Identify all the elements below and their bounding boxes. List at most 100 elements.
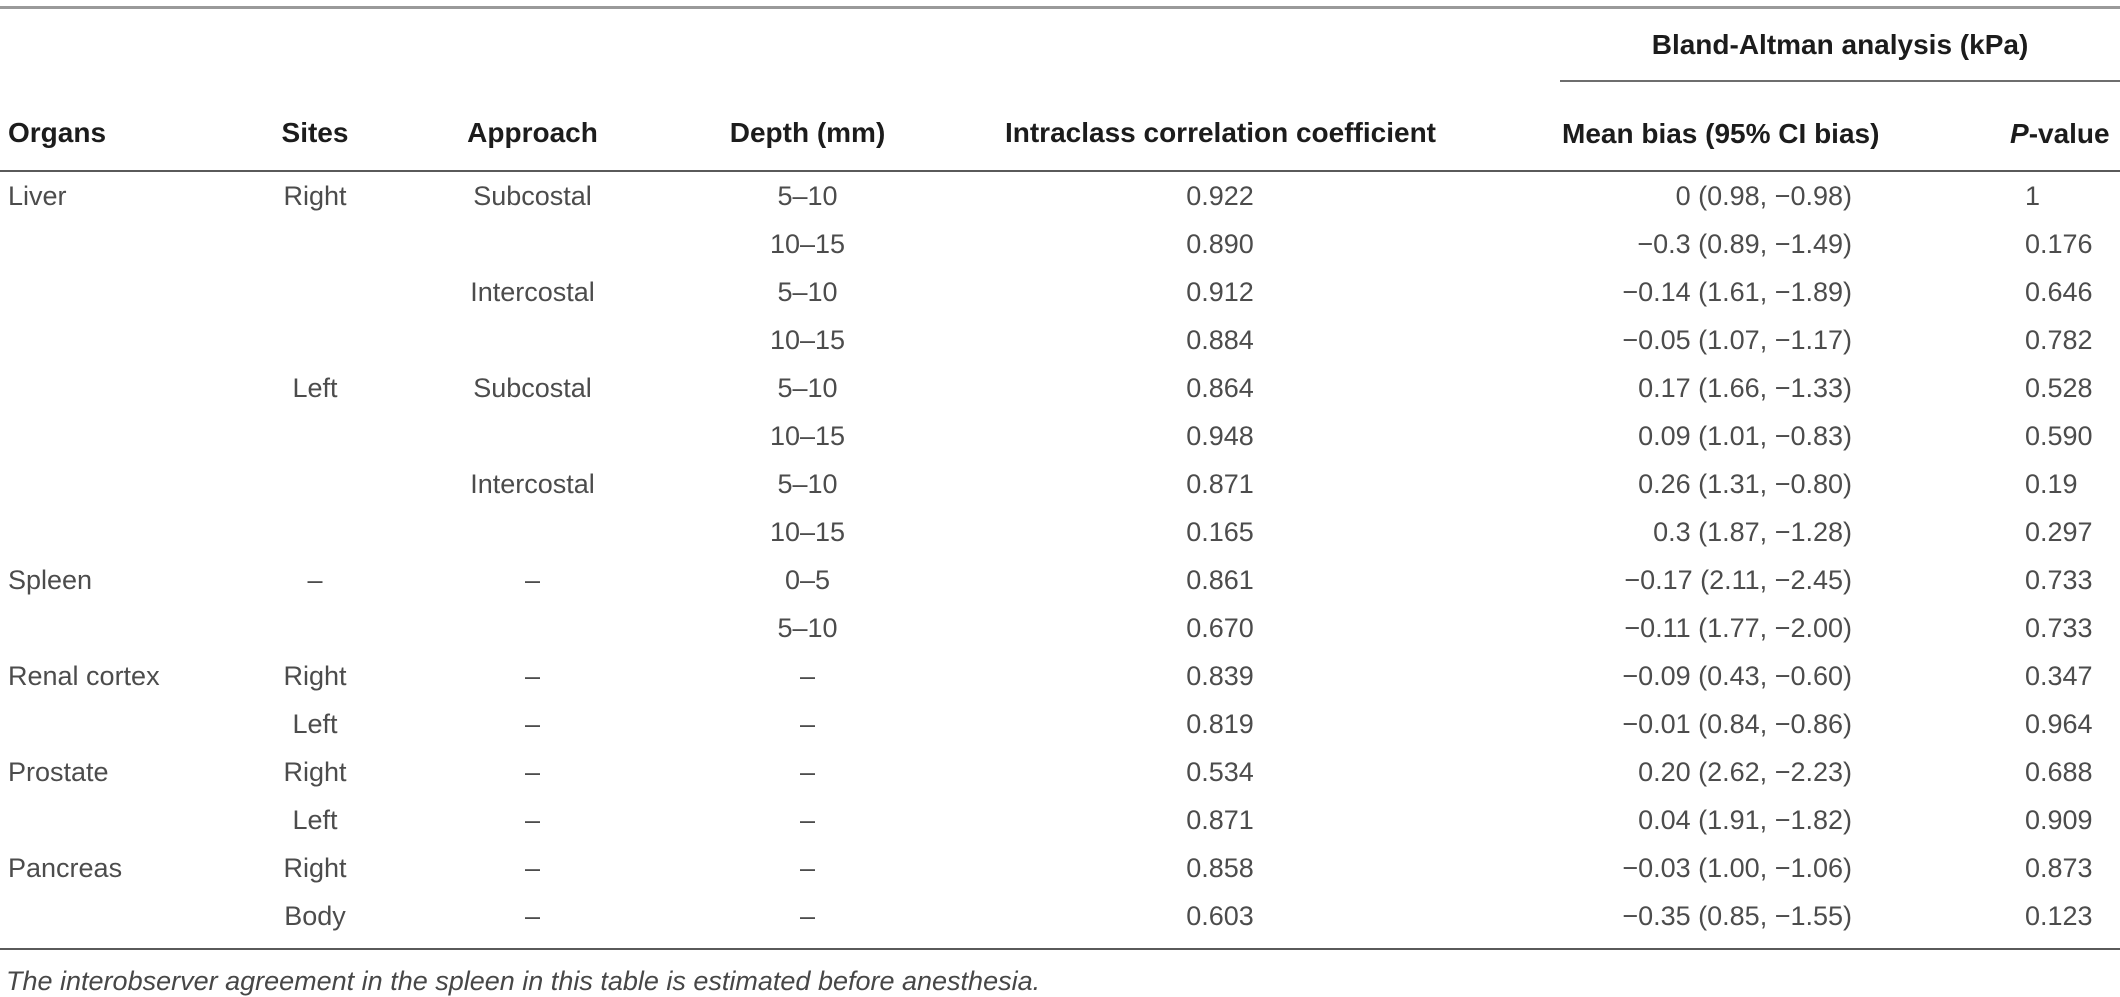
table-row: Left – – 0.819 −0.01 (0.84, −0.86) 0.964	[0, 700, 2120, 748]
table-row: 10–15 0.890 −0.3 (0.89, −1.49) 0.176	[0, 220, 2120, 268]
cell-approach: –	[375, 892, 690, 950]
cell-icc: 0.864	[1186, 372, 1254, 403]
cell-pvalue: 1	[2025, 180, 2041, 211]
cell-depth: –	[799, 660, 816, 691]
cell-organ	[0, 268, 255, 316]
column-header-approach: Approach	[375, 81, 690, 172]
cell-pvalue: 0.528	[2025, 372, 2093, 403]
column-header-organs: Organs	[0, 81, 255, 172]
cell-pvalue: 0.733	[2025, 564, 2093, 595]
cell-approach	[375, 220, 690, 268]
span-header-spacer	[0, 8, 1560, 82]
table-row: Renal cortex Right – – 0.839 −0.09 (0.43, −0.…	[0, 652, 2120, 700]
cell-organ	[0, 700, 255, 748]
table-row: 10–15 0.884 −0.05 (1.07, −1.17) 0.782	[0, 316, 2120, 364]
cell-approach: –	[524, 708, 541, 739]
cell-site	[255, 220, 375, 268]
cell-bias: 0.09 (1.01, −0.83)	[1638, 420, 1852, 451]
table-body: Liver Right Subcostal 5–10 0.922 0 (0.98, −0.…	[0, 171, 2120, 950]
cell-site: –	[307, 564, 323, 595]
cell-organ: Renal cortex	[8, 660, 160, 691]
cell-depth: 10–15	[769, 228, 846, 259]
cell-bias: −0.01 (0.84, −0.86)	[1622, 708, 1852, 739]
cell-organ	[0, 796, 255, 844]
cell-depth: –	[799, 852, 816, 883]
column-header-mean-bias: Mean bias (95% CI bias)	[1560, 81, 1879, 172]
table-row: Intercostal 5–10 0.912 −0.14 (1.61, −1.89) 0…	[0, 268, 2120, 316]
cell-site: Right	[283, 756, 347, 787]
cell-pvalue: 0.646	[2025, 276, 2093, 307]
cell-site: Right	[283, 852, 347, 883]
cell-pvalue: 0.19	[2025, 468, 2078, 499]
cell-icc: 0.871	[1186, 804, 1254, 835]
cell-bias: 0.26 (1.31, −0.80)	[1638, 468, 1852, 499]
cell-approach: –	[524, 852, 541, 883]
cell-depth: 10–15	[769, 420, 846, 451]
cell-pvalue: 0.347	[2025, 660, 2093, 691]
cell-icc: 0.819	[1186, 708, 1254, 739]
cell-pvalue: 0.123	[1870, 892, 2120, 950]
cell-bias: 0.3 (1.87, −1.28)	[1653, 516, 1852, 547]
cell-organ	[0, 364, 255, 412]
results-table: Bland-Altman analysis (kPa) Organs Sites…	[0, 6, 2120, 950]
cell-icc: 0.165	[1186, 516, 1254, 547]
cell-approach: –	[524, 804, 541, 835]
cell-site	[255, 460, 375, 508]
table-figure: Bland-Altman analysis (kPa) Organs Sites…	[0, 6, 2120, 996]
cell-bias: 0.20 (2.62, −2.23)	[1638, 756, 1852, 787]
column-header-row: Organs Sites Approach Depth (mm) Intracl…	[0, 81, 2120, 172]
cell-icc: 0.922	[1186, 180, 1254, 211]
cell-approach: Intercostal	[470, 276, 595, 307]
cell-approach	[375, 316, 690, 364]
cell-bias: −0.35 (0.85, −1.55)	[1560, 892, 1870, 950]
cell-icc: 0.948	[1186, 420, 1254, 451]
cell-depth: 5–10	[777, 276, 838, 307]
cell-bias: −0.3 (0.89, −1.49)	[1637, 228, 1852, 259]
cell-icc: 0.603	[925, 892, 1560, 950]
cell-approach: Intercostal	[470, 468, 595, 499]
table-row: 10–15 0.948 0.09 (1.01, −0.83) 0.590	[0, 412, 2120, 460]
cell-site: Left	[292, 804, 338, 835]
cell-depth: 5–10	[777, 468, 838, 499]
cell-icc: 0.858	[1186, 852, 1254, 883]
cell-organ	[0, 508, 255, 556]
cell-bias: −0.11 (1.77, −2.00)	[1624, 612, 1852, 643]
cell-bias: −0.17 (2.11, −2.45)	[1624, 564, 1852, 595]
column-header-icc: Intraclass correlation coefficient	[925, 81, 1560, 172]
cell-site	[255, 508, 375, 556]
cell-pvalue: 0.964	[2025, 708, 2093, 739]
cell-approach: –	[524, 660, 541, 691]
cell-approach: –	[524, 756, 541, 787]
column-header-sites: Sites	[255, 81, 375, 172]
table-row: Left Subcostal 5–10 0.864 0.17 (1.66, −1.33)…	[0, 364, 2120, 412]
table-row: Pancreas Right – – 0.858 −0.03 (1.00, −1.06) 0…	[0, 844, 2120, 892]
cell-site: Right	[283, 660, 347, 691]
cell-approach: Subcostal	[473, 372, 592, 403]
column-header-depth: Depth (mm)	[690, 81, 925, 172]
cell-icc: 0.670	[1186, 612, 1254, 643]
cell-organ	[0, 604, 255, 652]
cell-depth: –	[799, 804, 816, 835]
cell-organ: Liver	[8, 180, 67, 211]
table-row: Left – – 0.871 0.04 (1.91, −1.82) 0.909	[0, 796, 2120, 844]
cell-site: Left	[292, 372, 338, 403]
cell-icc: 0.912	[1186, 276, 1254, 307]
cell-icc: 0.839	[1186, 660, 1254, 691]
pvalue-header-rest: -value	[2028, 117, 2110, 149]
cell-organ: Prostate	[8, 756, 109, 787]
cell-organ: Spleen	[8, 564, 93, 595]
cell-icc: 0.890	[1186, 228, 1254, 259]
cell-pvalue: 0.873	[2025, 852, 2093, 883]
cell-depth: 10–15	[769, 324, 846, 355]
cell-pvalue: 0.782	[2025, 324, 2093, 355]
table-row: Liver Right Subcostal 5–10 0.922 0 (0.98, −0.…	[0, 171, 2120, 220]
cell-approach: –	[524, 564, 541, 595]
cell-site: Body	[255, 892, 375, 950]
cell-icc: 0.884	[1186, 324, 1254, 355]
cell-bias: 0 (0.98, −0.98)	[1675, 180, 1852, 211]
cell-depth: 0–5	[784, 564, 831, 595]
cell-pvalue: 0.176	[2025, 228, 2093, 259]
cell-bias: 0.17 (1.66, −1.33)	[1638, 372, 1852, 403]
cell-site	[255, 268, 375, 316]
cell-bias: −0.09 (0.43, −0.60)	[1622, 660, 1852, 691]
